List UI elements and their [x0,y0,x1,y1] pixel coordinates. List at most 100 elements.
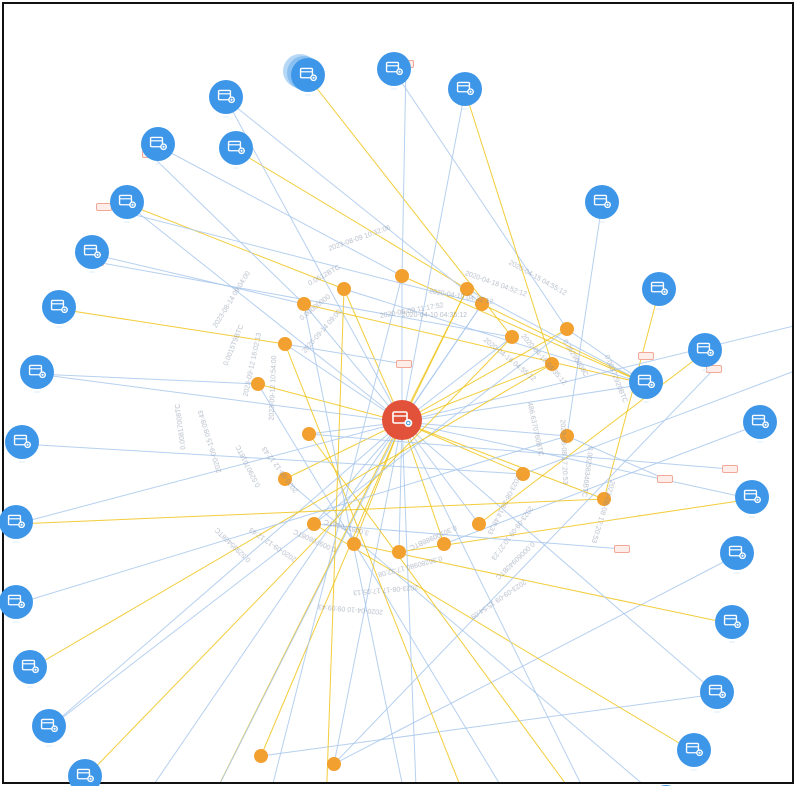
connector-node[interactable] [302,427,316,441]
outer-device-node[interactable] [715,605,749,643]
connector-node[interactable] [347,537,361,551]
outer-device-node-icon[interactable] [0,505,33,539]
outer-device-node-icon[interactable] [68,759,102,786]
outer-device-node-icon[interactable] [688,333,722,367]
outer-device-node-icon[interactable] [700,675,734,709]
outer-device-node[interactable] [5,425,39,463]
outer-device-node[interactable] [377,52,411,90]
outer-device-node-icon[interactable] [75,235,109,269]
outer-device-node[interactable] [0,585,33,623]
connector-node-dot[interactable] [347,537,361,551]
connector-node-dot[interactable] [395,269,409,283]
outer-device-node-icon[interactable] [291,58,325,92]
connector-node[interactable] [395,269,409,283]
hub-node[interactable] [382,400,422,444]
outer-device-node[interactable] [20,355,54,393]
outer-device-node[interactable] [110,185,144,223]
outer-device-node[interactable] [75,235,109,273]
connector-node-dot[interactable] [278,337,292,351]
outer-device-node[interactable] [68,759,102,786]
connector-node[interactable] [545,357,559,371]
outer-device-node-icon[interactable] [32,709,66,743]
connector-node-dot[interactable] [545,357,559,371]
connector-node[interactable] [472,517,486,531]
outer-device-node-icon[interactable] [642,272,676,306]
connector-node-dot[interactable] [278,472,292,486]
outer-device-node[interactable] [700,675,734,713]
connector-node-dot[interactable] [460,282,474,296]
outer-device-node[interactable] [642,272,676,310]
connector-node[interactable] [597,492,611,506]
connector-node[interactable] [297,297,311,311]
connector-node-dot[interactable] [505,330,519,344]
outer-device-node-icon[interactable] [377,52,411,86]
outer-device-node[interactable] [448,72,482,110]
outer-device-node[interactable] [42,290,76,328]
outer-device-node-icon[interactable] [743,405,777,439]
special-node[interactable] [629,365,663,403]
connector-node-dot[interactable] [560,429,574,443]
connector-node-dot[interactable] [254,749,268,763]
outer-device-node-icon[interactable] [20,355,54,389]
outer-device-node[interactable] [720,536,754,574]
domain-tag-box[interactable] [614,545,630,553]
domain-tag-box[interactable] [396,360,412,368]
outer-device-node-icon[interactable] [0,585,33,619]
outer-device-node[interactable] [688,333,722,371]
connector-node[interactable] [437,537,451,551]
outer-device-node[interactable] [291,58,325,96]
outer-device-node[interactable] [219,131,253,169]
connector-node-dot[interactable] [251,377,265,391]
connector-node[interactable] [278,337,292,351]
special-tag-box[interactable] [638,352,654,360]
outer-device-node-icon[interactable] [141,127,175,161]
outer-device-node[interactable] [13,650,47,688]
connector-node[interactable] [307,517,321,531]
outer-device-node-icon[interactable] [110,185,144,219]
connector-node[interactable] [460,282,474,296]
connector-node[interactable] [278,472,292,486]
connector-node-dot[interactable] [475,297,489,311]
connector-node-dot[interactable] [516,467,530,481]
hub-node-icon[interactable] [382,400,422,440]
connector-node-dot[interactable] [437,537,451,551]
outer-device-node-icon[interactable] [5,425,39,459]
outer-device-node-icon[interactable] [677,733,711,767]
connector-node[interactable] [560,429,574,443]
outer-device-node[interactable] [209,80,243,118]
outer-device-node-icon[interactable] [209,80,243,114]
outer-device-node[interactable] [0,505,33,543]
connector-node[interactable] [254,749,268,763]
outer-device-node[interactable] [743,405,777,443]
domain-tag-box[interactable] [657,475,673,483]
outer-device-node[interactable] [141,127,175,165]
connector-node-dot[interactable] [560,322,574,336]
connector-node[interactable] [505,330,519,344]
connector-node-dot[interactable] [472,517,486,531]
connector-node-dot[interactable] [307,517,321,531]
special-node-icon[interactable] [629,365,663,399]
connector-node[interactable] [327,757,341,771]
outer-device-node[interactable] [735,480,769,518]
connector-node[interactable] [337,282,351,296]
outer-device-node-icon[interactable] [720,536,754,570]
outer-device-node[interactable] [32,709,66,747]
connector-node[interactable] [516,467,530,481]
domain-tag-box[interactable] [722,465,738,473]
outer-device-node-icon[interactable] [448,72,482,106]
connector-node-dot[interactable] [597,492,611,506]
outer-device-node-icon[interactable] [42,290,76,324]
connector-node[interactable] [560,322,574,336]
outer-device-node-icon[interactable] [715,605,749,639]
connector-node-dot[interactable] [297,297,311,311]
outer-device-node-icon[interactable] [219,131,253,165]
connector-node-dot[interactable] [327,757,341,771]
outer-device-node-icon[interactable] [585,185,619,219]
outer-device-node-icon[interactable] [735,480,769,514]
connector-node[interactable] [475,297,489,311]
outer-device-node-icon[interactable] [13,650,47,684]
connector-node-dot[interactable] [302,427,316,441]
connector-node-dot[interactable] [337,282,351,296]
connector-node-dot[interactable] [392,545,406,559]
outer-device-node[interactable] [677,733,711,771]
